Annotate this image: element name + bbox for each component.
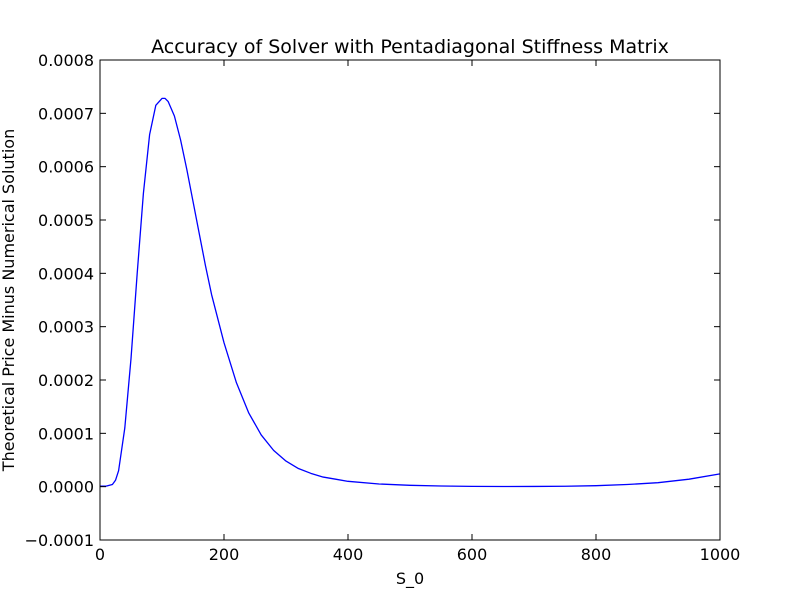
y-tick-label: −0.0001 bbox=[25, 531, 94, 550]
x-tick-label: 0 bbox=[95, 545, 105, 564]
y-tick-label: 0.0005 bbox=[38, 211, 94, 230]
y-tick-label: 0.0008 bbox=[38, 51, 94, 70]
x-tick-label: 1000 bbox=[700, 545, 741, 564]
y-tick-label: 0.0002 bbox=[38, 371, 94, 390]
y-tick-label: 0.0003 bbox=[38, 318, 94, 337]
y-tick-label: 0.0006 bbox=[38, 158, 94, 177]
x-axis-label: S_0 bbox=[396, 569, 424, 589]
y-axis-label: Theoretical Price Minus Numerical Soluti… bbox=[0, 129, 18, 472]
y-tick-label: 0.0004 bbox=[38, 264, 94, 283]
x-tick-label: 400 bbox=[333, 545, 364, 564]
y-axis-ticks: −0.0001 0.0000 0.0001 0.0002 0.0003 0.0004 0.0… bbox=[25, 51, 720, 550]
y-tick-label: 0.0007 bbox=[38, 104, 94, 123]
y-tick-label: 0.0001 bbox=[38, 424, 94, 443]
y-tick-label: 0.0000 bbox=[38, 478, 94, 497]
chart-title: Accuracy of Solver with Pentadiagonal St… bbox=[151, 36, 669, 58]
series-line-0 bbox=[100, 97, 721, 488]
plot-frame bbox=[99, 59, 721, 541]
x-tick-label: 600 bbox=[457, 545, 488, 564]
plot-area bbox=[100, 97, 721, 488]
x-axis-ticks: 0 200 400 600 800 1000 bbox=[95, 60, 740, 564]
x-tick-label: 200 bbox=[209, 545, 240, 564]
x-tick-label: 800 bbox=[581, 545, 612, 564]
